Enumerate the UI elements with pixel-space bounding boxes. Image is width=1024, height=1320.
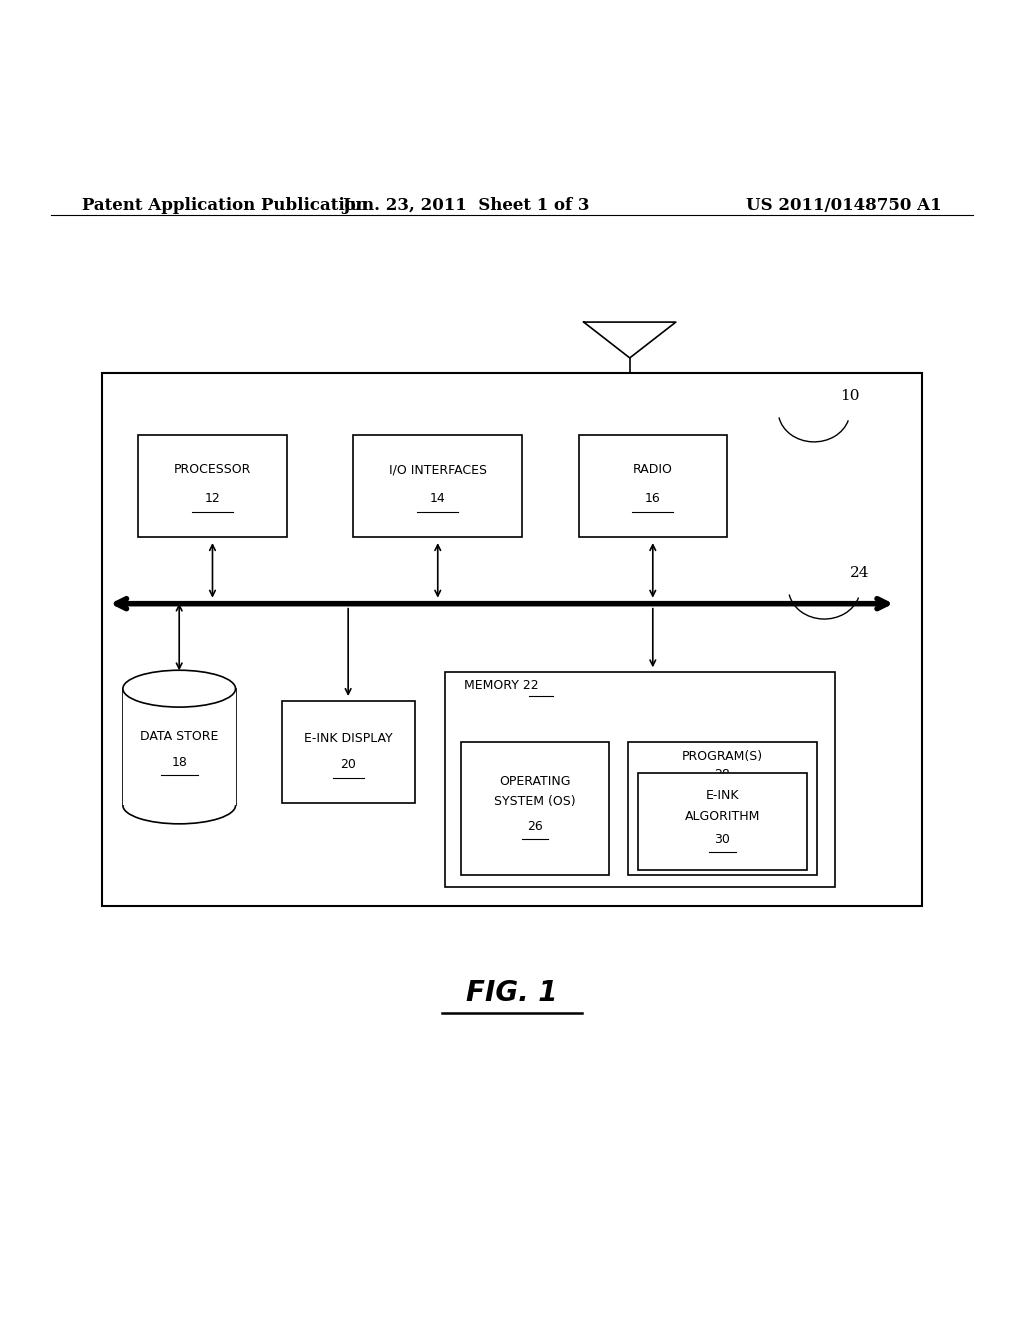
Text: DATA STORE: DATA STORE bbox=[140, 730, 218, 743]
Text: Patent Application Publication: Patent Application Publication bbox=[82, 197, 368, 214]
Bar bbox=[628, 742, 817, 875]
Text: 28: 28 bbox=[715, 768, 730, 781]
Bar bbox=[461, 742, 609, 875]
Text: E-INK: E-INK bbox=[706, 789, 739, 803]
Text: FIG. 1: FIG. 1 bbox=[466, 979, 558, 1007]
Bar bbox=[138, 434, 287, 537]
Text: SYSTEM (OS): SYSTEM (OS) bbox=[495, 795, 575, 808]
Text: 14: 14 bbox=[430, 492, 445, 504]
Text: MEMORY 22: MEMORY 22 bbox=[464, 678, 539, 692]
Text: 18: 18 bbox=[171, 756, 187, 768]
Text: 20: 20 bbox=[340, 758, 356, 771]
Bar bbox=[353, 434, 522, 537]
Bar bbox=[638, 772, 807, 870]
Text: 16: 16 bbox=[645, 492, 660, 504]
Text: E-INK DISPLAY: E-INK DISPLAY bbox=[304, 733, 392, 746]
Text: US 2011/0148750 A1: US 2011/0148750 A1 bbox=[746, 197, 942, 214]
Ellipse shape bbox=[123, 671, 236, 708]
Text: Jun. 23, 2011  Sheet 1 of 3: Jun. 23, 2011 Sheet 1 of 3 bbox=[342, 197, 590, 214]
Bar bbox=[579, 434, 727, 537]
Bar bbox=[123, 689, 236, 805]
Bar bbox=[102, 374, 922, 906]
Text: I/O INTERFACES: I/O INTERFACES bbox=[389, 463, 486, 477]
Text: PROCESSOR: PROCESSOR bbox=[174, 463, 251, 477]
Text: 30: 30 bbox=[715, 833, 730, 846]
Text: RADIO: RADIO bbox=[633, 463, 673, 477]
Text: 26: 26 bbox=[527, 821, 543, 833]
Text: 12: 12 bbox=[205, 492, 220, 504]
Text: ALGORITHM: ALGORITHM bbox=[685, 809, 760, 822]
Text: OPERATING: OPERATING bbox=[500, 775, 570, 788]
Text: 10: 10 bbox=[840, 389, 859, 403]
Bar bbox=[445, 672, 835, 887]
Text: 24: 24 bbox=[850, 566, 869, 579]
Text: PROGRAM(S): PROGRAM(S) bbox=[682, 750, 763, 763]
Bar bbox=[282, 701, 415, 804]
